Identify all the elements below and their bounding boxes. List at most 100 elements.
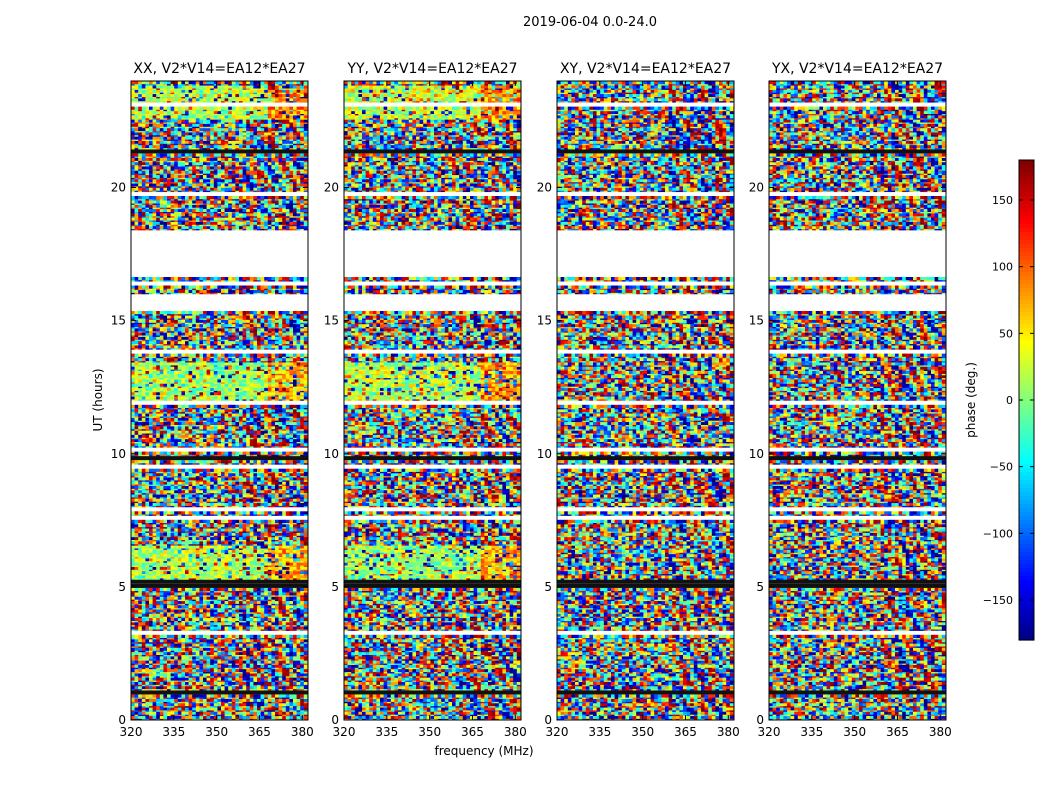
colorbar-segment [1019, 552, 1034, 557]
colorbar-segment [1019, 308, 1034, 313]
x-tick-label: 350 [205, 725, 228, 739]
panel-yy: YY, V2*V14=EA12*EA27 320 335 350 365 380 0 5 10 1… [324, 61, 527, 739]
y-tick-label: 5 [756, 580, 764, 594]
colorbar-segment [1019, 324, 1034, 329]
colorbar-segment [1019, 596, 1034, 601]
colorbar-segment [1019, 528, 1034, 533]
colorbar-segment [1019, 344, 1034, 349]
colorbar-segment [1019, 272, 1034, 277]
x-axis-label: frequency (MHz) [434, 744, 533, 758]
colorbar-segment [1019, 540, 1034, 545]
colorbar-segment [1019, 352, 1034, 357]
plot-frame [130, 80, 309, 721]
colorbar-segment [1019, 612, 1034, 617]
colorbar-segment [1019, 312, 1034, 317]
colorbar-tick-label: 50 [999, 327, 1013, 340]
colorbar-segment [1019, 560, 1034, 565]
colorbar: 150 100 50 0 −50 −100 −150 [983, 159, 1035, 641]
panel-title: XX, V2*V14=EA12*EA27 [133, 61, 305, 77]
colorbar-segment [1019, 432, 1034, 437]
colorbar-segment [1019, 340, 1034, 345]
colorbar-segment [1019, 572, 1034, 577]
colorbar-segment [1019, 532, 1034, 537]
colorbar-segment [1019, 460, 1034, 465]
x-tick-label: 335 [588, 725, 611, 739]
colorbar-segment [1019, 236, 1034, 241]
y-tick-label: 15 [537, 314, 552, 328]
x-tick-label: 350 [843, 725, 866, 739]
colorbar-segment [1019, 248, 1034, 253]
y-tick-label: 0 [118, 713, 126, 727]
x-tick-label: 365 [886, 725, 909, 739]
colorbar-segment [1019, 624, 1034, 629]
colorbar-segment [1019, 488, 1034, 493]
colorbar-segment [1019, 284, 1034, 289]
colorbar-segment [1019, 184, 1034, 189]
colorbar-segment [1019, 232, 1034, 237]
colorbar-tick-label: −100 [983, 527, 1013, 540]
colorbar-segment [1019, 392, 1034, 397]
x-tick-label: 380 [929, 725, 952, 739]
colorbar-segment [1019, 536, 1034, 541]
colorbar-segment [1019, 268, 1034, 273]
colorbar-segment [1019, 588, 1034, 593]
heatmap-cells [557, 81, 734, 720]
y-tick-label: 15 [324, 314, 339, 328]
colorbar-segment [1019, 440, 1034, 445]
colorbar-segment [1019, 332, 1034, 337]
colorbar-segment [1019, 376, 1034, 381]
heatmap-cells [344, 81, 521, 720]
colorbar-segment [1019, 208, 1034, 213]
colorbar-segment [1019, 292, 1034, 297]
colorbar-segment [1019, 580, 1034, 585]
panel-yx: YX, V2*V14=EA12*EA27 320 335 350 365 380 0 5 10 1… [749, 61, 952, 739]
colorbar-segment [1019, 188, 1034, 193]
colorbar-segment [1019, 456, 1034, 461]
colorbar-segment [1019, 172, 1034, 177]
y-tick-label: 15 [749, 314, 764, 328]
colorbar-label: phase (deg.) [964, 362, 978, 438]
colorbar-segment [1019, 628, 1034, 633]
colorbar-segment [1019, 164, 1034, 169]
colorbar-segment [1019, 216, 1034, 221]
x-tick-label: 365 [674, 725, 697, 739]
colorbar-segment [1019, 380, 1034, 385]
panel-title: YX, V2*V14=EA12*EA27 [771, 61, 943, 77]
panels: XX, V2*V14=EA12*EA27 320 335 350 365 380 0 5 10 1… [111, 61, 952, 739]
x-tick-label: 380 [291, 725, 314, 739]
colorbar-segment [1019, 356, 1034, 361]
x-tick-label: 320 [758, 725, 781, 739]
colorbar-segment [1019, 492, 1034, 497]
colorbar-tick-label: 0 [1006, 394, 1013, 407]
colorbar-segment [1019, 504, 1034, 509]
panel-title: XY, V2*V14=EA12*EA27 [560, 61, 731, 77]
colorbar-segment [1019, 424, 1034, 429]
heatmap-cells [131, 81, 308, 720]
colorbar-segment [1019, 516, 1034, 521]
colorbar-segment [1019, 632, 1034, 637]
colorbar-segment [1019, 288, 1034, 293]
colorbar-segment [1019, 400, 1034, 405]
colorbar-segment [1019, 260, 1034, 265]
colorbar-segment [1019, 300, 1034, 305]
colorbar-segment [1019, 520, 1034, 525]
colorbar-segment [1019, 320, 1034, 325]
colorbar-segment [1019, 280, 1034, 285]
x-tick-label: 335 [162, 725, 185, 739]
colorbar-segment [1019, 464, 1034, 469]
x-tick-label: 365 [461, 725, 484, 739]
x-tick-label: 350 [631, 725, 654, 739]
colorbar-segment [1019, 244, 1034, 249]
colorbar-segment [1019, 384, 1034, 389]
colorbar-segment [1019, 496, 1034, 501]
colorbar-segment [1019, 484, 1034, 489]
colorbar-segment [1019, 448, 1034, 453]
y-tick-label: 0 [756, 713, 764, 727]
x-tick-label: 320 [120, 725, 143, 739]
colorbar-tick-label: −150 [983, 594, 1013, 607]
colorbar-segment [1019, 420, 1034, 425]
y-tick-label: 10 [111, 447, 126, 461]
y-tick-label: 20 [537, 181, 552, 195]
colorbar-segment [1019, 304, 1034, 309]
